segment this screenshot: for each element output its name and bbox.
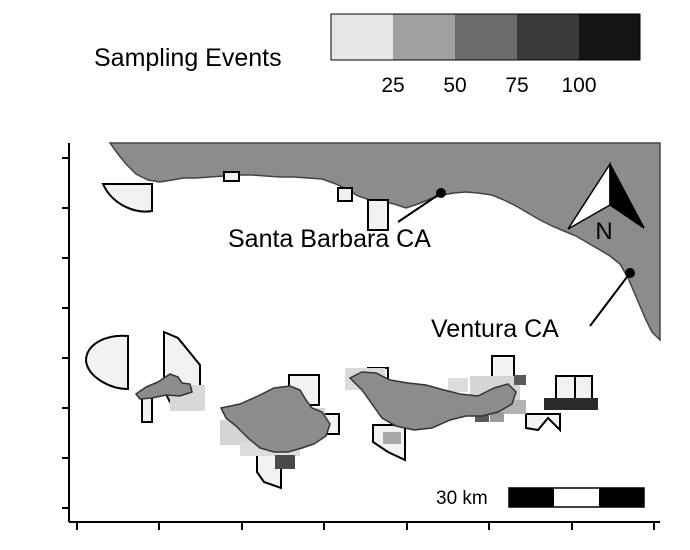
scale-bar: 30 km — [436, 487, 645, 509]
channel-islands — [134, 371, 517, 453]
cell — [514, 375, 526, 385]
north-arrow: N — [567, 161, 645, 245]
zone-coast-a — [223, 171, 240, 182]
legend-tick-75: 75 — [505, 74, 528, 97]
scale-bar-segment-3 — [599, 488, 644, 507]
leader-line-ventura — [589, 272, 631, 327]
legend-tick-100: 100 — [561, 74, 596, 97]
legend-tick-25: 25 — [381, 74, 404, 97]
map-panel: Santa Barbara CA Ventura CA N 30 km — [62, 142, 661, 530]
place-ventura: Ventura CA — [431, 268, 635, 343]
cell — [490, 412, 504, 422]
legend-frame — [330, 13, 641, 61]
scale-bar-frame — [508, 487, 645, 508]
legend-bin-5 — [579, 14, 640, 60]
legend-bin-3 — [455, 14, 517, 60]
left-axis — [62, 143, 70, 522]
cell — [475, 412, 489, 422]
label-santa-barbara: Santa Barbara CA — [228, 225, 431, 253]
legend-bin-2 — [393, 14, 455, 60]
island-san-miguel — [134, 373, 193, 400]
zone-coast-c — [367, 199, 389, 231]
scale-bar-segment-2 — [554, 488, 599, 507]
cell — [383, 432, 401, 444]
place-santa-barbara: Santa Barbara CA — [228, 188, 446, 253]
scale-bar-label: 30 km — [436, 488, 488, 509]
scale-bar-segment-1 — [509, 488, 554, 507]
cell — [544, 398, 598, 410]
legend-bin-4 — [517, 14, 579, 60]
island-santa-rosa — [219, 385, 331, 453]
legend-title: Sampling Events — [94, 44, 282, 72]
zone-coast-b — [337, 187, 353, 202]
label-ventura: Ventura CA — [431, 315, 559, 343]
zone-anacapa-south — [525, 413, 561, 433]
north-arrow-right-half — [609, 163, 645, 229]
island-santa-cruz — [348, 371, 517, 431]
cell — [448, 378, 468, 392]
legend-bin-1 — [331, 14, 393, 60]
cell — [275, 455, 295, 469]
bottom-axis — [69, 521, 660, 530]
mainland — [108, 142, 661, 342]
legend: Sampling Events 25 50 75 100 — [94, 13, 641, 97]
north-arrow-label: N — [595, 218, 612, 245]
zone-west-circle — [84, 334, 129, 391]
leader-line-santa-barbara — [397, 192, 442, 223]
sampling-zones — [84, 171, 593, 490]
zone-nw-coast — [101, 183, 153, 213]
legend-tick-50: 50 — [443, 74, 466, 97]
